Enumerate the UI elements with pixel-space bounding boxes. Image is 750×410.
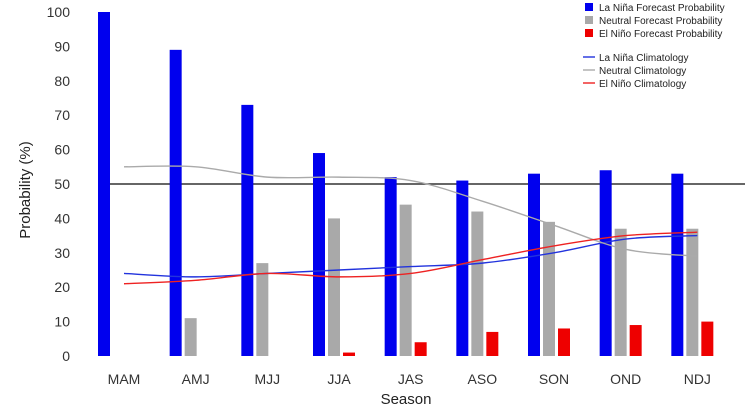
bar-el-nino-forecast-probability-ond xyxy=(629,325,642,356)
bar-la-nina-forecast-probability-aso xyxy=(456,180,469,356)
legend-label-la-nina-forecast-probability: La Niña Forecast Probability xyxy=(599,3,725,14)
y-tick-label: 70 xyxy=(54,107,70,123)
y-tick-label: 100 xyxy=(47,4,71,20)
bar-neutral-forecast-probability-ndj xyxy=(686,228,699,356)
bar-la-nina-forecast-probability-mjj xyxy=(241,104,254,356)
bar-la-nina-forecast-probability-son xyxy=(528,173,540,356)
x-tick-label-mam: MAM xyxy=(108,371,141,387)
bar-el-nino-forecast-probability-son xyxy=(558,328,570,356)
bar-el-nino-forecast-probability-jja xyxy=(343,352,355,356)
y-tick-label: 30 xyxy=(54,245,70,261)
x-axis-ticks: MAM AMJ MJJ JJA JAS ASO SON OND NDJ xyxy=(108,371,711,387)
y-axis-ticks: 0 10 20 30 40 50 60 70 80 90 100 xyxy=(47,4,71,364)
bar-neutral-forecast-probability-son xyxy=(543,221,555,356)
bar-la-nina-forecast-probability-ndj xyxy=(671,173,684,356)
bar-neutral-forecast-probability-ond xyxy=(614,228,627,356)
x-tick-label-son: SON xyxy=(539,371,569,387)
x-tick-label-amj: AMJ xyxy=(182,371,210,387)
legend-swatch-la-nina-forecast-probability xyxy=(585,3,593,11)
y-axis-title: Probability (%) xyxy=(17,141,34,239)
x-tick-label-jas: JAS xyxy=(398,371,424,387)
legend-swatch-neutral-forecast-probability xyxy=(585,16,593,24)
x-tick-label-ndj: NDJ xyxy=(684,371,711,387)
x-tick-label-aso: ASO xyxy=(468,371,498,387)
x-axis-title: Season xyxy=(381,391,432,408)
x-tick-label-ond: OND xyxy=(610,371,641,387)
line-el-nino-climatology xyxy=(123,231,698,285)
bar-la-nina-forecast-probability-mam xyxy=(98,12,110,356)
y-tick-label: 40 xyxy=(54,210,70,226)
x-tick-label-jja: JJA xyxy=(327,371,351,387)
x-tick-label-mjj: MJJ xyxy=(254,371,280,387)
y-tick-label: 0 xyxy=(62,348,70,364)
y-tick-label: 80 xyxy=(54,73,70,89)
line-neutral-climatology xyxy=(123,165,698,257)
bar-neutral-forecast-probability-jas xyxy=(399,204,412,356)
bars xyxy=(98,12,714,357)
bar-el-nino-forecast-probability-jas xyxy=(414,342,427,356)
y-tick-label: 90 xyxy=(54,38,70,54)
legend-label-neutral-climatology: Neutral Climatology xyxy=(599,66,686,77)
bar-la-nina-forecast-probability-jja xyxy=(313,153,325,356)
y-tick-label: 60 xyxy=(54,142,70,158)
bar-la-nina-forecast-probability-ond xyxy=(599,170,612,356)
bar-neutral-forecast-probability-mjj xyxy=(256,263,269,356)
y-tick-label: 10 xyxy=(54,314,70,330)
bar-el-nino-forecast-probability-aso xyxy=(486,331,499,356)
y-tick-label: 50 xyxy=(54,176,70,192)
bar-neutral-forecast-probability-aso xyxy=(471,211,484,356)
legend: La Niña Forecast Probability Neutral Fore… xyxy=(583,3,725,90)
legend-label-el-nino-forecast-probability: El Niño Forecast Probability xyxy=(599,29,722,40)
bar-la-nina-forecast-probability-jas xyxy=(384,177,397,356)
bar-la-nina-forecast-probability-amj xyxy=(169,49,182,357)
line-la-nina-climatology xyxy=(123,234,698,278)
bar-neutral-forecast-probability-jja xyxy=(328,218,340,356)
bar-el-nino-forecast-probability-ndj xyxy=(701,321,714,356)
legend-swatch-el-nino-forecast-probability xyxy=(585,29,593,37)
legend-label-la-nina-climatology: La Niña Climatology xyxy=(599,53,689,64)
y-tick-label: 20 xyxy=(54,279,70,295)
legend-label-el-nino-climatology: El Niño Climatology xyxy=(599,79,686,90)
climatology-lines xyxy=(123,165,698,285)
legend-label-neutral-forecast-probability: Neutral Forecast Probability xyxy=(599,16,722,27)
bar-neutral-forecast-probability-amj xyxy=(184,318,197,356)
